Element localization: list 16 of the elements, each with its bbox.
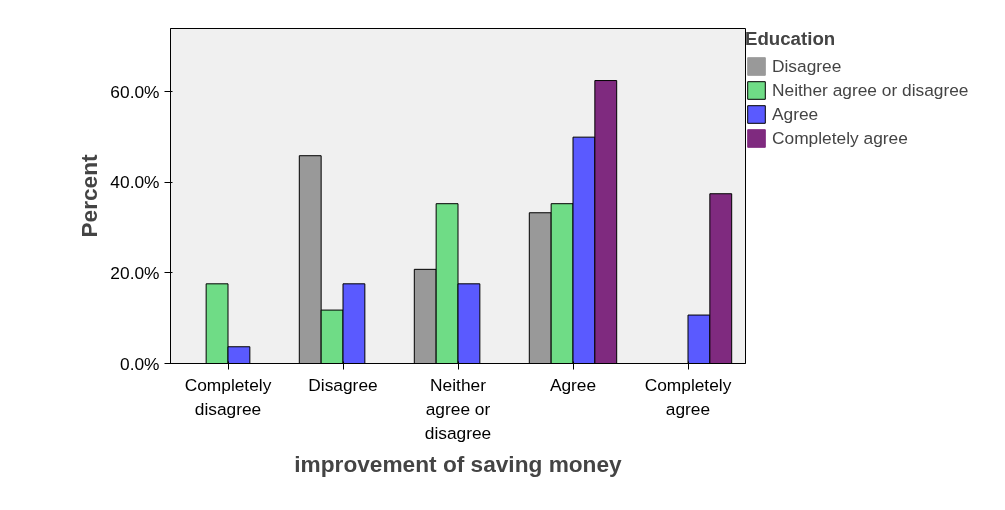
y-axis-title: Percent: [76, 153, 103, 238]
legend-label: Disagree: [772, 55, 842, 77]
x-tick-label: Agree: [549, 374, 597, 395]
y-tick-label: 20.0%: [110, 262, 160, 283]
x-axis-title: improvement of saving money: [294, 450, 623, 477]
x-tick-label: Neither agree or disagree: [424, 374, 492, 443]
x-tick-label: Completely agree: [644, 374, 732, 419]
legend-title: Education: [745, 28, 837, 50]
x-tick-label: Completely disagree: [184, 374, 272, 419]
legend-label: Completely agree: [772, 127, 908, 149]
x-tick-label: Disagree: [308, 374, 378, 395]
legend-label: Neither agree or disagree: [772, 79, 969, 101]
legend-label: Agree: [772, 103, 819, 125]
y-tick-label: 0.0%: [120, 353, 160, 374]
y-tick-label: 60.0%: [110, 81, 160, 102]
y-tick-label: 40.0%: [110, 172, 160, 193]
